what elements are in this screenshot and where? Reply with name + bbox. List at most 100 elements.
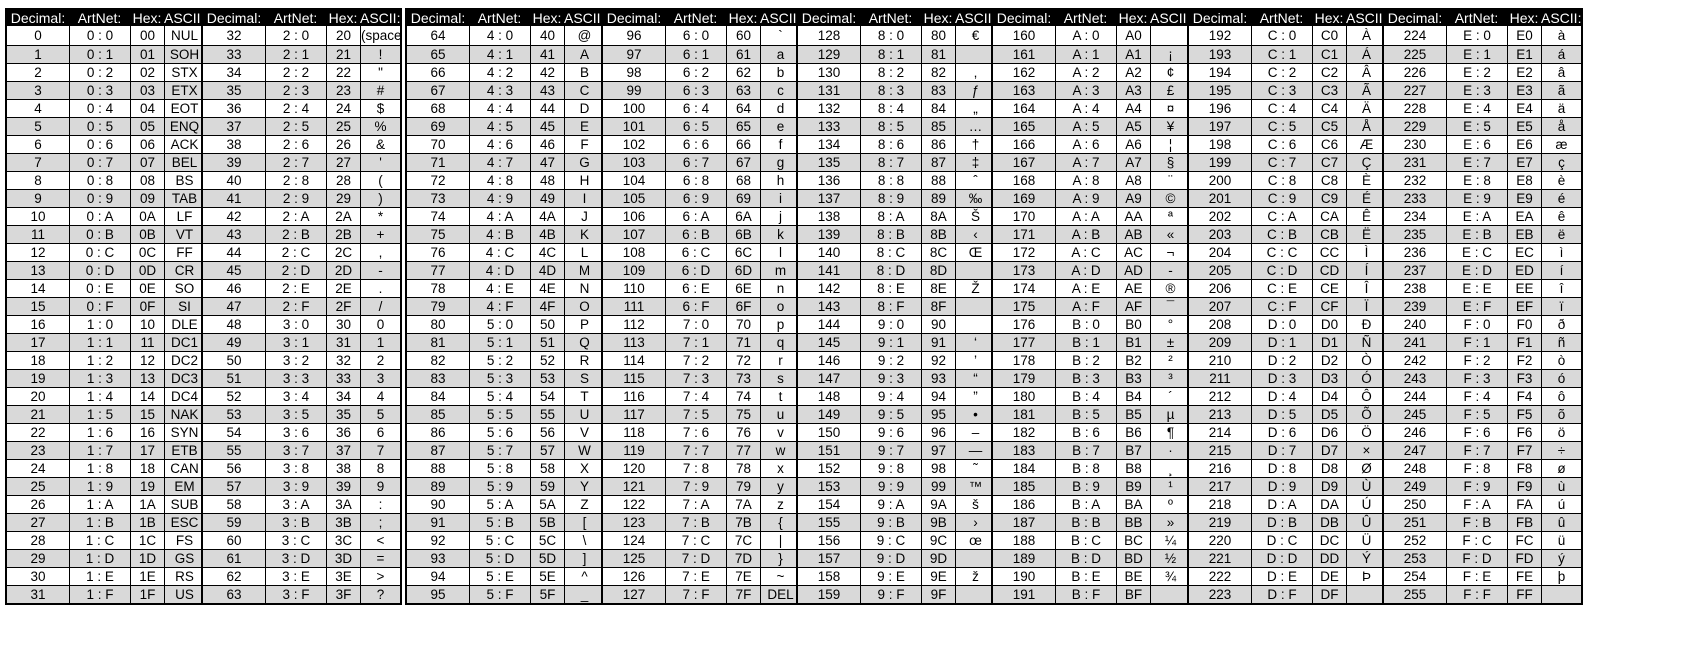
ascii-cell: T bbox=[564, 388, 604, 405]
table-row: 202 C : A CA Ê bbox=[1189, 207, 1386, 225]
hex-cell: 3B bbox=[326, 514, 360, 531]
hex-cell: EE bbox=[1507, 280, 1541, 297]
decimal-cell: 158 bbox=[817, 569, 841, 584]
decimal-cell: 25 bbox=[30, 479, 46, 494]
hex-cell: 0D bbox=[130, 262, 164, 279]
decimal-cell: 122 bbox=[622, 497, 646, 512]
decimal-cell: 49 bbox=[226, 335, 242, 350]
ascii-cell: ã bbox=[1541, 82, 1581, 99]
decimal-cell: 47 bbox=[226, 299, 242, 314]
ascii-cell: b bbox=[760, 64, 800, 81]
artnet-cell: 8 : 4 bbox=[860, 100, 921, 117]
decimal-cell: 57 bbox=[226, 479, 242, 494]
hex-cell: 81 bbox=[921, 46, 955, 63]
table-row: 121 7 : 9 79 y bbox=[603, 477, 800, 495]
decimal-cell: 219 bbox=[1208, 515, 1232, 530]
ascii-cell: Í bbox=[1346, 262, 1386, 279]
artnet-cell: 8 : 0 bbox=[860, 26, 921, 45]
hex-cell: E3 bbox=[1507, 82, 1541, 99]
ascii-cell: ê bbox=[1541, 208, 1581, 225]
hex-cell: D9 bbox=[1312, 478, 1346, 495]
decimal-cell: 167 bbox=[1012, 155, 1036, 170]
decimal-cell: 17 bbox=[30, 335, 46, 350]
hex-cell: 96 bbox=[921, 424, 955, 441]
artnet-cell: C : E bbox=[1251, 280, 1312, 297]
table-row: 250 F : A FA ú bbox=[1384, 495, 1581, 513]
artnet-cell: 9 : F bbox=[860, 586, 921, 603]
ascii-cell: 2 bbox=[360, 352, 400, 369]
artnet-cell: 1 : 3 bbox=[69, 370, 130, 387]
artnet-cell: D : F bbox=[1251, 586, 1312, 603]
table-row: 103 6 : 7 67 g bbox=[603, 153, 800, 171]
ascii-cell: ’ bbox=[955, 352, 995, 369]
decimal-cell: 61 bbox=[226, 551, 242, 566]
artnet-cell: 8 : 6 bbox=[860, 136, 921, 153]
table-row: 172 A : C AC ¬ bbox=[993, 243, 1190, 261]
hex-cell: CF bbox=[1312, 298, 1346, 315]
table-row: 101 6 : 5 65 e bbox=[603, 117, 800, 135]
artnet-cell: D : 7 bbox=[1251, 442, 1312, 459]
table-row: 135 8 : 7 87 ‡ bbox=[798, 153, 995, 171]
ascii-cell: ¢ bbox=[1150, 64, 1190, 81]
artnet-cell: E : B bbox=[1446, 226, 1507, 243]
decimal-cell: 10 bbox=[30, 209, 46, 224]
hex-cell: 0A bbox=[130, 208, 164, 225]
ascii-cell: ¯ bbox=[1150, 298, 1190, 315]
artnet-cell: 2 : A bbox=[265, 208, 326, 225]
decimal-cell: 253 bbox=[1403, 551, 1427, 566]
hex-cell: C5 bbox=[1312, 118, 1346, 135]
artnet-cell: 8 : C bbox=[860, 244, 921, 261]
table-row: 11 0 : B 0B VT bbox=[7, 225, 204, 243]
decimal-cell: 172 bbox=[1012, 245, 1036, 260]
table-row: 245 F : 5 F5 õ bbox=[1384, 405, 1581, 423]
hex-cell: E0 bbox=[1507, 26, 1541, 45]
decimal-cell: 8 bbox=[34, 173, 42, 188]
hex-cell: 8D bbox=[921, 262, 955, 279]
decimal-cell: 41 bbox=[226, 191, 242, 206]
hex-cell: AC bbox=[1116, 244, 1150, 261]
artnet-cell: E : A bbox=[1446, 208, 1507, 225]
decimal-cell: 252 bbox=[1403, 533, 1427, 548]
artnet-cell: 5 : F bbox=[469, 586, 530, 603]
ascii-header: ASCII: bbox=[760, 10, 800, 26]
decimal-cell: 88 bbox=[430, 461, 446, 476]
ascii-cell: Â bbox=[1346, 64, 1386, 81]
artnet-cell: 4 : 4 bbox=[469, 100, 530, 117]
hex-cell: 7E bbox=[726, 568, 760, 585]
table-row: 66 4 : 2 42 B bbox=[407, 63, 604, 81]
hex-cell: 30 bbox=[326, 316, 360, 333]
artnet-cell: 3 : C bbox=[265, 532, 326, 549]
table-row: 44 2 : C 2C, bbox=[203, 243, 400, 261]
hex-cell: A0 bbox=[1116, 26, 1150, 45]
hex-cell: 67 bbox=[726, 154, 760, 171]
decimal-cell: 84 bbox=[430, 389, 446, 404]
table-row: 69 4 : 5 45 E bbox=[407, 117, 604, 135]
decimal-cell: 137 bbox=[817, 191, 841, 206]
artnet-cell: D : C bbox=[1251, 532, 1312, 549]
ascii-cell: ETX bbox=[164, 82, 204, 99]
table-row: 62 3 : E 3E > bbox=[203, 567, 400, 585]
hex-cell: F8 bbox=[1507, 460, 1541, 477]
ascii-cell: w bbox=[760, 442, 800, 459]
artnet-cell: 3 : 6 bbox=[265, 424, 326, 441]
decimal-cell: 254 bbox=[1403, 569, 1427, 584]
artnet-cell: 1 : 9 bbox=[69, 478, 130, 495]
ascii-cell: ; bbox=[360, 514, 400, 531]
artnet-cell: 4 : F bbox=[469, 298, 530, 315]
ascii-cell: ® bbox=[1150, 280, 1190, 297]
artnet-cell: 4 : 2 bbox=[469, 64, 530, 81]
decimal-cell: 14 bbox=[30, 281, 46, 296]
hex-cell: 4C bbox=[530, 244, 564, 261]
decimal-cell: 117 bbox=[623, 407, 645, 422]
ascii-cell: › bbox=[955, 514, 995, 531]
table-row: 247 F : 7 F7 ÷ bbox=[1384, 441, 1581, 459]
artnet-cell: 9 : C bbox=[860, 532, 921, 549]
hex-cell: 9A bbox=[921, 496, 955, 513]
table-header: Decimal: ArtNet: Hex: ASCII: bbox=[407, 10, 604, 26]
table-row: 153 9 : 9 99 ™ bbox=[798, 477, 995, 495]
hex-cell: 59 bbox=[530, 478, 564, 495]
table-row: 115 7 : 3 73 s bbox=[603, 369, 800, 387]
hex-cell: 14 bbox=[130, 388, 164, 405]
artnet-cell: 0 : 3 bbox=[69, 82, 130, 99]
artnet-cell: F : 6 bbox=[1446, 424, 1507, 441]
